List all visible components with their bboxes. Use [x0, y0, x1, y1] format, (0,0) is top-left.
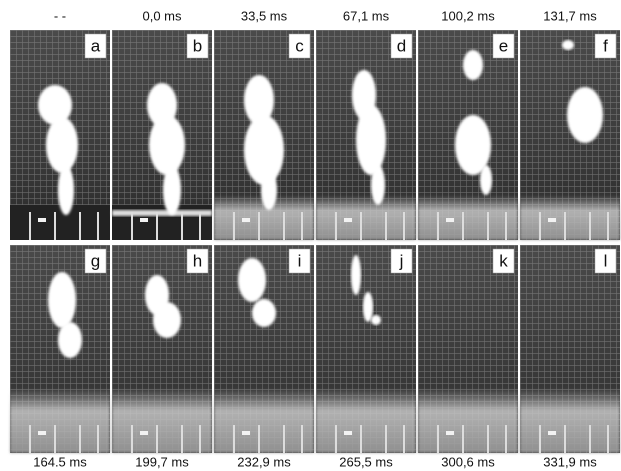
flame [163, 165, 181, 215]
time-label: 0,0 ms [142, 8, 182, 23]
smoke [214, 388, 314, 453]
flame [363, 292, 373, 322]
time-label: 164.5 ms [33, 454, 87, 469]
marker [242, 218, 250, 222]
photo-frame: a [10, 30, 110, 240]
smoke [520, 388, 620, 453]
marker [446, 431, 454, 435]
photo-frame: h [112, 245, 212, 453]
photo-frame: k [418, 245, 518, 453]
smoke [418, 195, 518, 240]
panel-letter: f [603, 36, 608, 55]
flame [371, 315, 381, 325]
panel-letter: i [298, 251, 302, 270]
letter-box [492, 248, 515, 274]
marker [140, 431, 148, 435]
time-label: 100,2 ms [441, 8, 495, 23]
flame [455, 115, 491, 175]
letter-box [186, 248, 209, 274]
flame [244, 75, 274, 125]
letter-box [288, 33, 311, 59]
floor-light [112, 210, 212, 216]
panel-letter: c [295, 36, 304, 55]
time-label: 67,1 ms [343, 8, 390, 23]
smoke [10, 388, 110, 453]
marker [548, 218, 556, 222]
photo-frame: f [520, 30, 620, 240]
flame [58, 165, 74, 215]
flame [149, 115, 185, 175]
flame [562, 40, 574, 50]
flame [244, 115, 284, 185]
letter-box [594, 33, 617, 59]
panel-letter: d [397, 36, 406, 55]
panel-letter: k [499, 251, 508, 270]
letter-box [594, 248, 617, 274]
flame [371, 165, 385, 205]
panel-letter: a [91, 36, 101, 55]
letter-box [186, 33, 209, 59]
flame [356, 105, 386, 175]
marker [344, 431, 352, 435]
marker [446, 218, 454, 222]
smoke [520, 195, 620, 240]
marker [38, 431, 46, 435]
letter-box [390, 248, 413, 274]
marker [140, 218, 148, 222]
panel-letter: b [193, 36, 202, 55]
flame [48, 272, 76, 328]
smoke [316, 195, 416, 240]
time-label: 232,9 ms [237, 454, 291, 469]
marker [344, 218, 352, 222]
photo-frame: d [316, 30, 416, 240]
photo-frame: g [10, 245, 110, 453]
flame [58, 322, 82, 358]
photo-frame: j [316, 245, 416, 453]
smoke [316, 388, 416, 453]
photo-frame: l [520, 245, 620, 453]
letter-box [390, 33, 413, 59]
marker [242, 431, 250, 435]
flame [153, 302, 181, 338]
marker [38, 218, 46, 222]
flame [480, 165, 492, 195]
time-label: - - [54, 8, 66, 23]
photo-frame: b [112, 30, 212, 240]
photo-frame: e [418, 30, 518, 240]
flame [463, 50, 483, 80]
floor [10, 205, 110, 240]
panel-letter: g [91, 251, 100, 270]
marker [548, 431, 556, 435]
panel-letter: h [193, 251, 202, 270]
flame [261, 170, 277, 210]
panel-letter: j [399, 251, 404, 270]
time-label: 199,7 ms [135, 454, 189, 469]
time-label: 131,7 ms [543, 8, 597, 23]
smoke [112, 388, 212, 453]
flame [46, 117, 78, 173]
flame [238, 258, 266, 302]
smoke [418, 388, 518, 453]
letter-box [288, 248, 311, 274]
photo-frame: c [214, 30, 314, 240]
panel-letter: l [604, 251, 608, 270]
flame [567, 87, 603, 143]
time-label: 33,5 ms [241, 8, 288, 23]
flame [38, 85, 72, 125]
panel-letter: e [499, 36, 508, 55]
letter-box [84, 33, 107, 59]
time-label: 300,6 ms [441, 454, 495, 469]
time-label: 331,9 ms [543, 454, 597, 469]
flame [252, 299, 276, 327]
photo-frame: i [214, 245, 314, 453]
letter-box [84, 248, 107, 274]
flame [351, 255, 361, 295]
letter-box [492, 33, 515, 59]
time-label: 265,5 ms [339, 454, 393, 469]
